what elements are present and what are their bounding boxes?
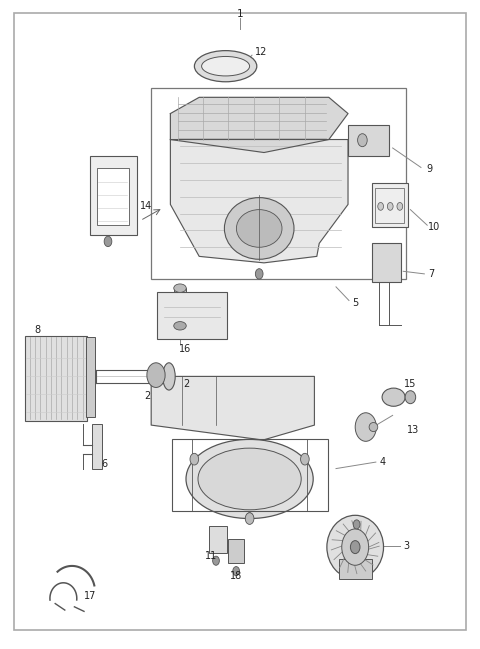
Ellipse shape [405, 391, 416, 404]
Ellipse shape [194, 51, 257, 82]
Ellipse shape [237, 210, 282, 247]
Circle shape [397, 202, 403, 210]
Bar [97, 168, 129, 225]
Text: 16: 16 [179, 344, 191, 354]
Circle shape [233, 567, 240, 576]
Circle shape [255, 269, 263, 279]
Circle shape [342, 529, 369, 565]
Text: 10: 10 [428, 222, 441, 232]
Polygon shape [170, 97, 348, 153]
Text: 8: 8 [35, 324, 40, 335]
Ellipse shape [174, 284, 186, 292]
Text: 17: 17 [84, 591, 96, 601]
Bar [92, 424, 102, 469]
Circle shape [147, 363, 165, 387]
Bar [372, 183, 408, 227]
Circle shape [213, 556, 219, 565]
Circle shape [387, 202, 393, 210]
Text: 9: 9 [427, 164, 432, 174]
Bar [372, 243, 401, 282]
Bar [90, 156, 137, 235]
Circle shape [245, 513, 254, 524]
Ellipse shape [186, 439, 313, 519]
Ellipse shape [198, 448, 301, 510]
Polygon shape [151, 376, 314, 440]
Circle shape [190, 453, 199, 465]
Bar [174, 288, 186, 326]
Bar [339, 559, 372, 579]
Ellipse shape [327, 515, 384, 579]
Text: 2: 2 [183, 379, 190, 389]
Bar [228, 539, 244, 563]
Ellipse shape [202, 56, 250, 76]
Polygon shape [170, 140, 348, 263]
Circle shape [358, 134, 367, 147]
Bar [348, 125, 389, 156]
Bar [151, 88, 406, 279]
Ellipse shape [174, 321, 186, 330]
Text: 1: 1 [237, 9, 243, 19]
Ellipse shape [369, 422, 378, 432]
Bar [25, 336, 87, 421]
Bar [209, 526, 227, 553]
Ellipse shape [382, 388, 405, 406]
Circle shape [350, 541, 360, 554]
Text: 15: 15 [404, 379, 417, 389]
Circle shape [300, 453, 309, 465]
Text: 11: 11 [205, 551, 217, 561]
Bar [86, 337, 95, 417]
Circle shape [353, 520, 360, 529]
Text: 5: 5 [352, 298, 359, 308]
Text: 14: 14 [140, 201, 153, 211]
Text: 6: 6 [102, 459, 108, 469]
Text: 4: 4 [380, 457, 385, 467]
Text: 3: 3 [404, 541, 409, 552]
Text: 13: 13 [407, 424, 419, 435]
Ellipse shape [225, 197, 294, 259]
Text: 12: 12 [255, 47, 268, 57]
Bar [172, 439, 328, 511]
Text: 2: 2 [144, 391, 151, 401]
Ellipse shape [163, 363, 175, 390]
Bar [375, 188, 404, 223]
Bar [157, 292, 227, 339]
Text: 18: 18 [230, 571, 242, 582]
Text: 7: 7 [428, 269, 434, 279]
Circle shape [355, 413, 376, 441]
Circle shape [378, 202, 384, 210]
Circle shape [104, 236, 112, 247]
Circle shape [246, 513, 253, 522]
